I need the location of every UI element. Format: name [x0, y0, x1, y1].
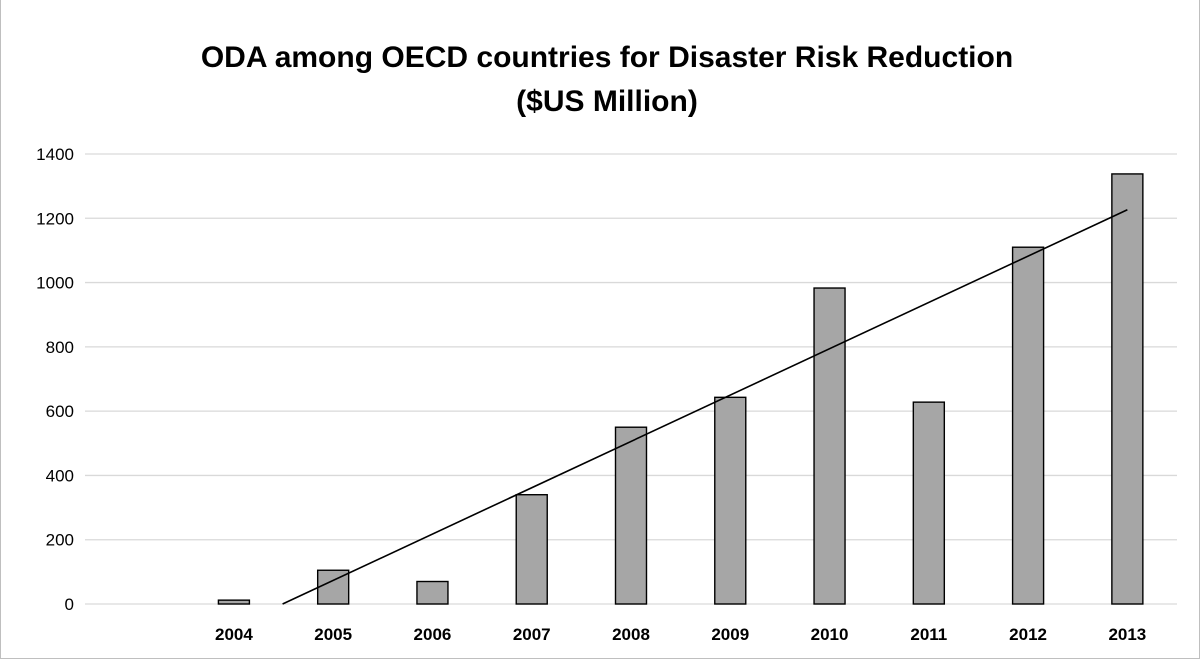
bar-2010: [813, 287, 846, 605]
x-axis-tick-labels: 2004 2005 2006 2007 2008 2009 2010 2011 2012 2013: [215, 625, 1146, 644]
y-tick-label: 0: [65, 595, 74, 614]
chart-title: ODA among OECD countries for Disaster Ri…: [201, 41, 1013, 74]
bar-2013: [1111, 173, 1144, 605]
bar-2006: [416, 580, 449, 605]
bar-2007: [515, 494, 548, 605]
x-tick-label: 2012: [1009, 625, 1047, 644]
bar-2008: [614, 426, 648, 605]
y-axis-tick-labels: 0 200 400 600 800 1000 1200 1400: [36, 145, 74, 614]
y-tick-label: 1400: [36, 145, 74, 164]
x-tick-label: 2010: [811, 625, 849, 644]
chart-subtitle: ($US Million): [516, 85, 698, 118]
bars: [217, 173, 1144, 605]
bar-2004: [217, 599, 251, 605]
bar-2012: [1011, 246, 1045, 605]
x-tick-label: 2006: [414, 625, 452, 644]
y-tick-label: 800: [46, 338, 74, 357]
x-tick-label: 2013: [1108, 625, 1146, 644]
x-tick-label: 2007: [513, 625, 551, 644]
y-tick-label: 400: [46, 466, 74, 485]
x-tick-label: 2009: [711, 625, 749, 644]
trendline-layer: [282, 209, 1128, 605]
x-tick-label: 2008: [612, 625, 650, 644]
x-tick-label: 2011: [910, 625, 947, 644]
bar-2009: [714, 396, 747, 605]
bar-2011: [912, 401, 946, 605]
trendline: [282, 209, 1128, 605]
y-tick-label: 600: [46, 402, 74, 421]
y-tick-label: 200: [46, 531, 74, 550]
y-tick-label: 1000: [36, 274, 74, 293]
x-tick-label: 2004: [215, 625, 253, 644]
x-tick-label: 2005: [314, 625, 352, 644]
y-tick-label: 1200: [36, 209, 74, 228]
